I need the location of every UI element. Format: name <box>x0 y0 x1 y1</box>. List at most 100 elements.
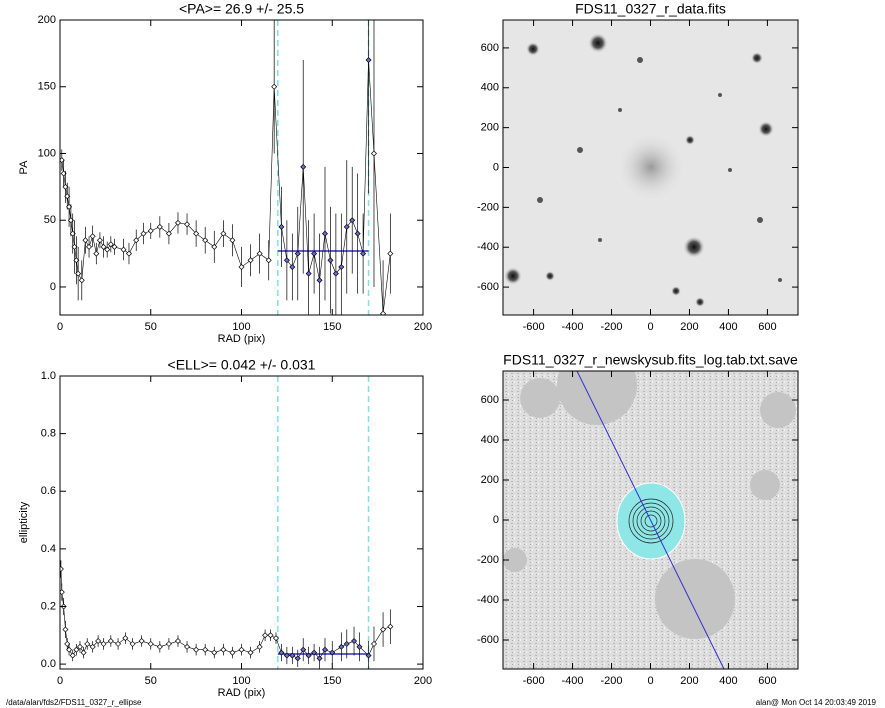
chart-title: <ELL>= 0.042 +/- 0.031 <box>168 357 316 373</box>
point <box>311 649 318 656</box>
x-tick-label: 600 <box>758 321 776 333</box>
y-axis-label: PA <box>18 160 30 175</box>
point <box>138 638 145 645</box>
point <box>272 635 279 642</box>
point <box>380 626 387 633</box>
point <box>202 646 209 653</box>
point <box>125 250 132 257</box>
x-tick-label: 100 <box>232 321 250 333</box>
plot-area <box>60 376 394 669</box>
point <box>283 257 290 264</box>
x-tick-label: 50 <box>145 675 157 687</box>
point <box>305 270 312 277</box>
x-tick-label: 50 <box>145 321 157 333</box>
point <box>338 643 345 650</box>
point <box>321 230 328 237</box>
point <box>211 649 218 656</box>
point <box>133 237 140 244</box>
point <box>211 243 218 250</box>
point <box>365 57 372 64</box>
point <box>60 566 64 573</box>
point <box>100 243 107 250</box>
chart-title: FDS11_0327_r_data.fits <box>575 1 726 17</box>
point <box>107 241 114 248</box>
point <box>329 649 336 656</box>
image-model <box>503 371 798 669</box>
chart-title: <PA>= 26.9 +/- 25.5 <box>179 1 304 17</box>
point <box>387 250 394 257</box>
point <box>86 243 93 250</box>
y-tick-label: -200 <box>477 201 499 213</box>
y-tick-label: 600 <box>481 394 499 406</box>
y-tick-label: -600 <box>477 634 499 646</box>
point <box>111 243 118 250</box>
point <box>89 233 96 240</box>
point <box>229 649 236 656</box>
point <box>193 646 200 653</box>
point <box>184 221 191 228</box>
point <box>174 219 181 226</box>
point <box>238 263 245 270</box>
point <box>316 655 323 662</box>
x-tick-label: 0 <box>647 675 653 687</box>
point <box>247 257 254 264</box>
point <box>115 640 122 647</box>
y-tick-label: 0.6 <box>41 485 56 497</box>
y-tick-label: 0.8 <box>41 428 56 440</box>
point <box>174 638 181 645</box>
point <box>96 237 103 244</box>
y-tick-label: 100 <box>38 147 56 159</box>
point <box>289 263 296 270</box>
point <box>147 640 154 647</box>
point <box>202 237 209 244</box>
point <box>93 250 100 257</box>
point <box>256 643 263 650</box>
point <box>387 623 394 630</box>
point <box>184 643 191 650</box>
footer-path: /data/alan/fds2/FDS11_0327_r_ellipse <box>6 698 142 707</box>
point <box>289 652 296 659</box>
y-tick-label: 50 <box>44 214 56 226</box>
point <box>294 655 301 662</box>
x-tick-label: 400 <box>719 321 737 333</box>
footer-stamp: alan@ Mon Oct 14 20:03:49 2019 <box>756 698 877 707</box>
point <box>165 230 172 237</box>
y-tick-label: 200 <box>38 14 56 26</box>
point <box>351 638 358 645</box>
x-tick-label: 0 <box>57 321 63 333</box>
x-tick-label: 100 <box>232 675 250 687</box>
point <box>104 246 111 253</box>
point <box>311 250 318 257</box>
image-data <box>503 20 798 315</box>
point <box>238 646 245 653</box>
point <box>78 277 85 284</box>
y-tick-label: 0 <box>493 161 499 173</box>
point <box>193 230 200 237</box>
point <box>371 640 377 647</box>
x-tick-label: -200 <box>601 321 623 333</box>
y-tick-label: 0.4 <box>41 543 56 555</box>
x-tick-label: 600 <box>758 675 776 687</box>
y-tick-label: 400 <box>481 82 499 94</box>
point <box>100 640 107 647</box>
point <box>156 223 163 230</box>
point <box>165 640 172 647</box>
point <box>73 646 80 653</box>
point <box>107 638 114 645</box>
point <box>247 649 254 656</box>
point <box>356 643 363 650</box>
point <box>300 646 307 653</box>
point <box>349 217 356 224</box>
point <box>156 643 163 650</box>
y-tick-label: 0 <box>493 514 499 526</box>
point <box>84 640 91 647</box>
point <box>343 640 350 647</box>
point <box>332 270 339 277</box>
x-tick-label: -600 <box>523 321 545 333</box>
point <box>256 250 263 257</box>
x-tick-label: 150 <box>323 675 341 687</box>
point <box>89 643 96 650</box>
point <box>278 649 285 656</box>
point <box>147 227 154 234</box>
point <box>316 277 323 284</box>
